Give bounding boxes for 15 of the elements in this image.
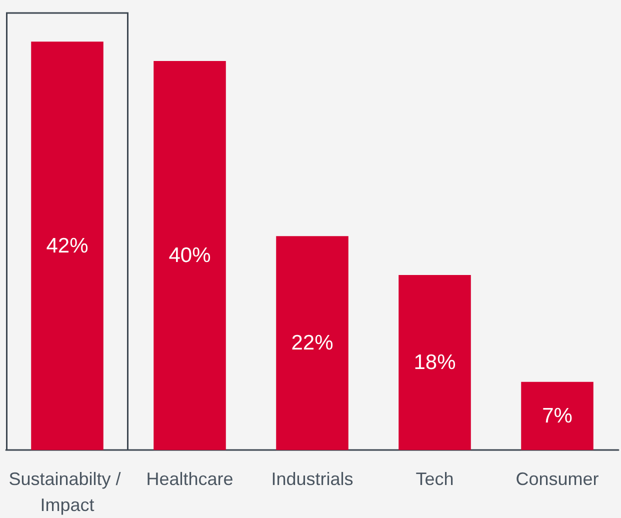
bar [31,42,104,450]
data-label: 22% [291,332,334,355]
x-tick-label: Sustainabilty / Impact [8,469,126,515]
x-tick-label: Tech [416,469,454,489]
bar [521,382,594,450]
data-label: 40% [168,244,211,268]
data-label: 7% [542,404,572,428]
x-tick-label: Industrials [271,469,354,489]
x-tick-label: Consumer [516,469,599,489]
data-label: 42% [46,234,88,258]
data-label: 18% [414,350,456,374]
bar [398,274,471,450]
bar [276,236,348,450]
x-tick-label: Healthcare [146,469,234,489]
bar [154,61,226,450]
